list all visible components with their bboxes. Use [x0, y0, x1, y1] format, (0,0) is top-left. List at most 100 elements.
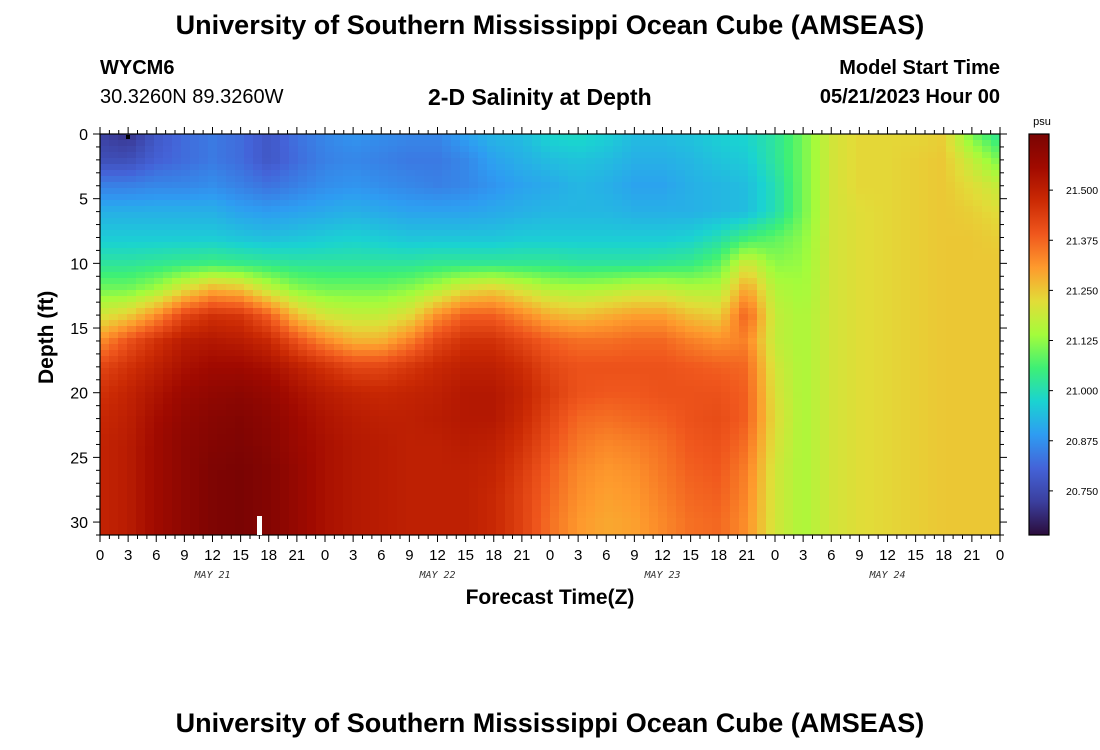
heatmap-cell — [325, 194, 335, 201]
heatmap-cell — [784, 218, 794, 225]
heatmap-cell — [712, 398, 722, 405]
heatmap-cell — [847, 278, 857, 285]
heatmap-cell — [532, 254, 542, 261]
heatmap-cell — [208, 266, 218, 273]
heatmap-cell — [235, 380, 245, 387]
heatmap-cell — [451, 320, 461, 327]
heatmap-cell — [640, 248, 650, 255]
heatmap-cell — [901, 350, 911, 357]
heatmap-cell — [262, 188, 272, 195]
heatmap-cell — [676, 278, 686, 285]
heatmap-cell — [118, 344, 128, 351]
heatmap-cell — [838, 410, 848, 417]
heatmap-cell — [298, 380, 308, 387]
heatmap-cell — [739, 320, 749, 327]
heatmap-cell — [703, 428, 713, 435]
heatmap-cell — [667, 194, 677, 201]
heatmap-cell — [883, 218, 893, 225]
heatmap-cell — [622, 380, 632, 387]
heatmap-cell — [442, 338, 452, 345]
heatmap-cell — [964, 224, 974, 231]
heatmap-cell — [136, 296, 146, 303]
heatmap-cell — [172, 386, 182, 393]
heatmap-cell — [397, 344, 407, 351]
heatmap-cell — [136, 200, 146, 207]
heatmap-cell — [559, 428, 569, 435]
heatmap-cell — [739, 314, 749, 321]
heatmap-cell — [586, 386, 596, 393]
heatmap-cell — [856, 218, 866, 225]
heatmap-cell — [847, 146, 857, 153]
heatmap-cell — [505, 374, 515, 381]
heatmap-cell — [892, 140, 902, 147]
heatmap-cell — [559, 182, 569, 189]
heatmap-cell — [271, 410, 281, 417]
heatmap-cell — [568, 200, 578, 207]
heatmap-cell — [973, 302, 983, 309]
heatmap-cell — [874, 176, 884, 183]
heatmap-cell — [163, 224, 173, 231]
heatmap-cell — [730, 416, 740, 423]
heatmap-cell — [343, 230, 353, 237]
heatmap-cell — [730, 338, 740, 345]
heatmap-cell — [847, 368, 857, 375]
heatmap-cell — [163, 230, 173, 237]
heatmap-cell — [217, 296, 227, 303]
heatmap-cell — [919, 230, 929, 237]
heatmap-cell — [388, 368, 398, 375]
heatmap-cell — [937, 164, 947, 171]
heatmap-cell — [316, 236, 326, 243]
heatmap-cell — [316, 380, 326, 387]
heatmap-cell — [424, 302, 434, 309]
heatmap-cell — [973, 188, 983, 195]
heatmap-cell — [397, 398, 407, 405]
heatmap-cell — [469, 254, 479, 261]
heatmap-cell — [649, 416, 659, 423]
heatmap-cell — [109, 236, 119, 243]
heatmap-cell — [811, 332, 821, 339]
heatmap-cell — [721, 200, 731, 207]
heatmap-cell — [550, 296, 560, 303]
heatmap-cell — [892, 200, 902, 207]
heatmap-cell — [190, 140, 200, 147]
heatmap-cell — [415, 212, 425, 219]
heatmap-cell — [730, 374, 740, 381]
heatmap-cell — [190, 224, 200, 231]
heatmap-cell — [343, 428, 353, 435]
heatmap-cell — [442, 404, 452, 411]
heatmap-cell — [631, 200, 641, 207]
heatmap-cell — [370, 284, 380, 291]
heatmap-cell — [568, 362, 578, 369]
heatmap-cell — [721, 326, 731, 333]
heatmap-cell — [199, 182, 209, 189]
heatmap-cell — [289, 302, 299, 309]
heatmap-cell — [568, 146, 578, 153]
heatmap-cell — [946, 146, 956, 153]
heatmap-cell — [307, 332, 317, 339]
heatmap-cell — [100, 326, 110, 333]
heatmap-cell — [838, 398, 848, 405]
heatmap-cell — [316, 350, 326, 357]
heatmap-cell — [442, 278, 452, 285]
heatmap-cell — [451, 398, 461, 405]
heatmap-cell — [604, 386, 614, 393]
heatmap-cell — [154, 326, 164, 333]
heatmap-cell — [226, 422, 236, 429]
heatmap-cell — [379, 248, 389, 255]
heatmap-cell — [820, 350, 830, 357]
heatmap-cell — [910, 188, 920, 195]
heatmap-cell — [676, 134, 686, 141]
heatmap-cell — [460, 392, 470, 399]
heatmap-cell — [739, 182, 749, 189]
heatmap-cell — [172, 254, 182, 261]
heatmap-cell — [136, 362, 146, 369]
heatmap-cell — [334, 422, 344, 429]
heatmap-cell — [397, 260, 407, 267]
heatmap-cell — [748, 392, 758, 399]
heatmap-cell — [658, 224, 668, 231]
heatmap-cell — [676, 194, 686, 201]
heatmap-cell — [136, 344, 146, 351]
heatmap-cell — [676, 248, 686, 255]
heatmap-cell — [577, 422, 587, 429]
heatmap-cell — [748, 134, 758, 141]
